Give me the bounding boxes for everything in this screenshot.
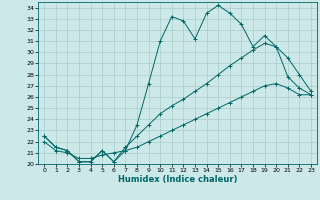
X-axis label: Humidex (Indice chaleur): Humidex (Indice chaleur) xyxy=(118,175,237,184)
